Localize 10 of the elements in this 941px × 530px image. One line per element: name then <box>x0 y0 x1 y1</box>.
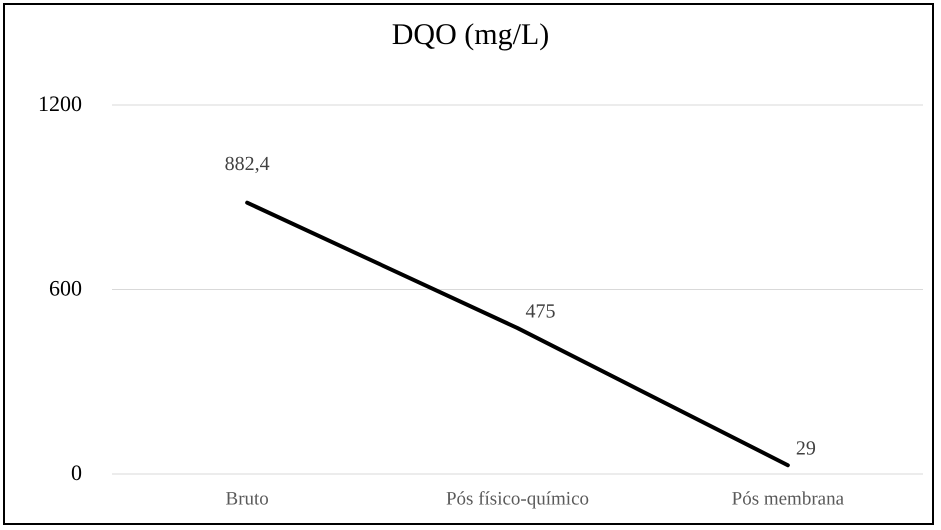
data-label: 29 <box>796 438 816 460</box>
x-tick-label: Pós físico-químico <box>446 488 590 510</box>
chart-title: DQO (mg/L) <box>390 18 550 52</box>
y-tick-label: 600 <box>49 275 82 300</box>
x-tick-label: Bruto <box>226 488 269 510</box>
y-tick-label: 1200 <box>38 90 82 116</box>
y-tick-label: 0 <box>71 460 82 485</box>
x-tick-label: Pós membrana <box>732 488 845 510</box>
data-label: 882,4 <box>224 152 270 175</box>
data-label: 475 <box>526 300 556 322</box>
